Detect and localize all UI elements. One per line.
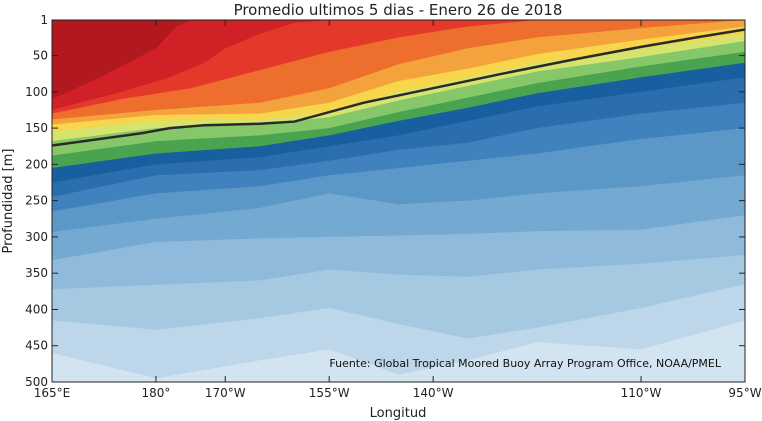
thermocline-line bbox=[52, 28, 745, 147]
x-tick-label: 140°W bbox=[413, 386, 454, 400]
y-tick-label: 300 bbox=[25, 230, 48, 244]
y-tick-label: 200 bbox=[25, 157, 48, 171]
y-tick-label: 400 bbox=[25, 302, 48, 316]
y-tick-label: 100 bbox=[25, 85, 48, 99]
x-tick-label: 170°W bbox=[205, 386, 246, 400]
y-tick-label: 150 bbox=[25, 121, 48, 135]
contour-band bbox=[52, 20, 191, 100]
x-tick-label: 155°W bbox=[309, 386, 350, 400]
y-tick-label: 50 bbox=[33, 49, 48, 63]
x-axis-label: Longitud bbox=[370, 406, 427, 421]
y-tick-label: 500 bbox=[25, 375, 48, 389]
y-tick-label: 1 bbox=[40, 13, 48, 27]
x-tick-label: 110°W bbox=[621, 386, 662, 400]
x-tick-label: 180° bbox=[141, 386, 170, 400]
chart-title: Promedio ultimos 5 dias - Enero 26 de 20… bbox=[234, 1, 563, 19]
y-tick-label: 450 bbox=[25, 339, 48, 353]
x-tick-label: 165°E bbox=[34, 386, 71, 400]
x-tick-label: 95°W bbox=[728, 386, 761, 400]
x-axis: 165°E 180° 170°W 155°W 140°W 110°W 95°W bbox=[34, 20, 762, 400]
y-tick-label: 350 bbox=[25, 266, 48, 280]
y-axis-label: Profundidad [m] bbox=[1, 149, 16, 254]
y-tick-label: 250 bbox=[25, 194, 48, 208]
source-note: Fuente: Global Tropical Moored Buoy Arra… bbox=[329, 357, 721, 370]
contour-plot-area bbox=[52, 20, 745, 382]
